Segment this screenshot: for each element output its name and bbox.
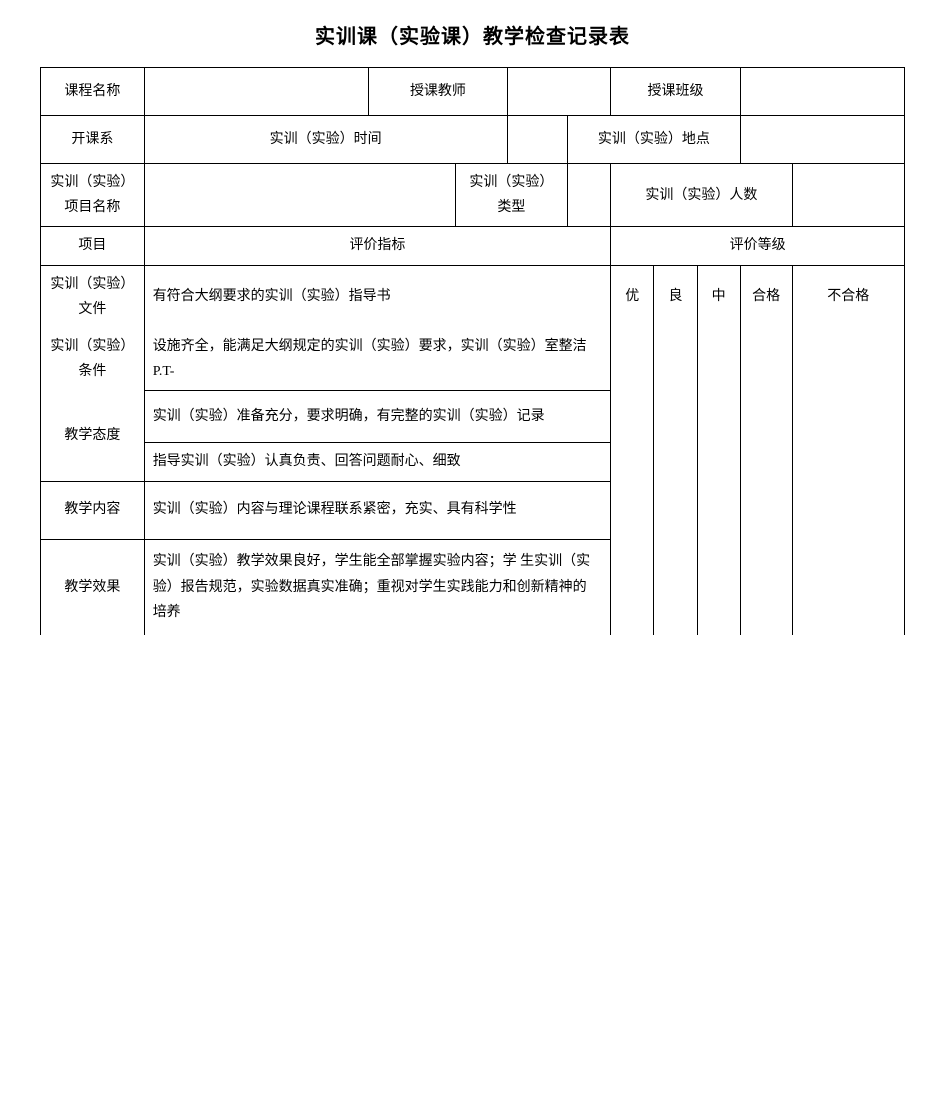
label-class: 授课班级 [611,68,741,116]
level-good: 良 [654,265,697,328]
grade-cell [697,328,740,391]
label-department: 开课系 [41,116,145,164]
grade-cell [740,539,792,635]
grade-cell [792,391,904,443]
value-training-place [740,116,904,164]
label-content: 教学内容 [41,481,145,539]
grade-cell [654,391,697,443]
grade-cell [740,481,792,539]
label-indicator: 评价指标 [144,227,611,265]
value-training-time [507,116,567,164]
grade-cell [611,539,654,635]
inspection-table: 课程名称 授课教师 授课班级 开课系 实训（实验）时间 实训（实验）地点 实训（… [40,67,905,635]
label-training-time: 实训（实验）时间 [144,116,507,164]
grade-cell [697,539,740,635]
label-attitude: 教学态度 [41,391,145,481]
grade-cell [792,481,904,539]
grade-cell [611,391,654,443]
grade-cell [740,328,792,391]
text-effect: 实训（实验）教学效果良好，学生能全部掌握实验内容；学 生实训（实验）报告规范，实… [144,539,611,635]
label-training-type: 实训（实验）类型 [455,164,567,227]
grade-cell [654,481,697,539]
grade-cell [611,481,654,539]
text-attitude-2: 指导实训（实验）认真负责、回答问题耐心、细致 [144,443,611,481]
level-fail: 不合格 [792,265,904,328]
value-course-name [144,68,369,116]
label-course-name: 课程名称 [41,68,145,116]
grade-cell [792,443,904,481]
label-level: 评价等级 [611,227,905,265]
value-class [740,68,904,116]
grade-cell [611,443,654,481]
grade-cell [611,328,654,391]
grade-cell [792,539,904,635]
value-project-name [144,164,455,227]
grade-cell [792,328,904,391]
level-pass: 合格 [740,265,792,328]
page-title: 实训课（实验课）教学检查记录表 [40,20,905,49]
label-project: 项目 [41,227,145,265]
level-medium: 中 [697,265,740,328]
label-teacher: 授课教师 [369,68,507,116]
level-excellent: 优 [611,265,654,328]
value-teacher [507,68,611,116]
label-docs: 实训（实验）文件 [41,265,145,328]
label-project-name: 实训（实验）项目名称 [41,164,145,227]
grade-cell [697,443,740,481]
text-conditions: 设施齐全，能满足大纲规定的实训（实验）要求，实训（实验）室整洁 P.T- [144,328,611,391]
text-attitude-1: 实训（实验）准备充分，要求明确，有完整的实训（实验）记录 [144,391,611,443]
grade-cell [654,328,697,391]
grade-cell [697,481,740,539]
grade-cell [740,391,792,443]
value-training-count [792,164,904,227]
grade-cell [697,391,740,443]
label-training-place: 实训（实验）地点 [568,116,741,164]
label-effect: 教学效果 [41,539,145,635]
grade-cell [654,443,697,481]
label-conditions: 实训（实验）条件 [41,328,145,391]
text-content: 实训（实验）内容与理论课程联系紧密，充实、具有科学性 [144,481,611,539]
value-training-type [568,164,611,227]
grade-cell [740,443,792,481]
text-docs: 有符合大纲要求的实训（实验）指导书 [144,265,611,328]
label-training-count: 实训（实验）人数 [611,164,792,227]
grade-cell [654,539,697,635]
